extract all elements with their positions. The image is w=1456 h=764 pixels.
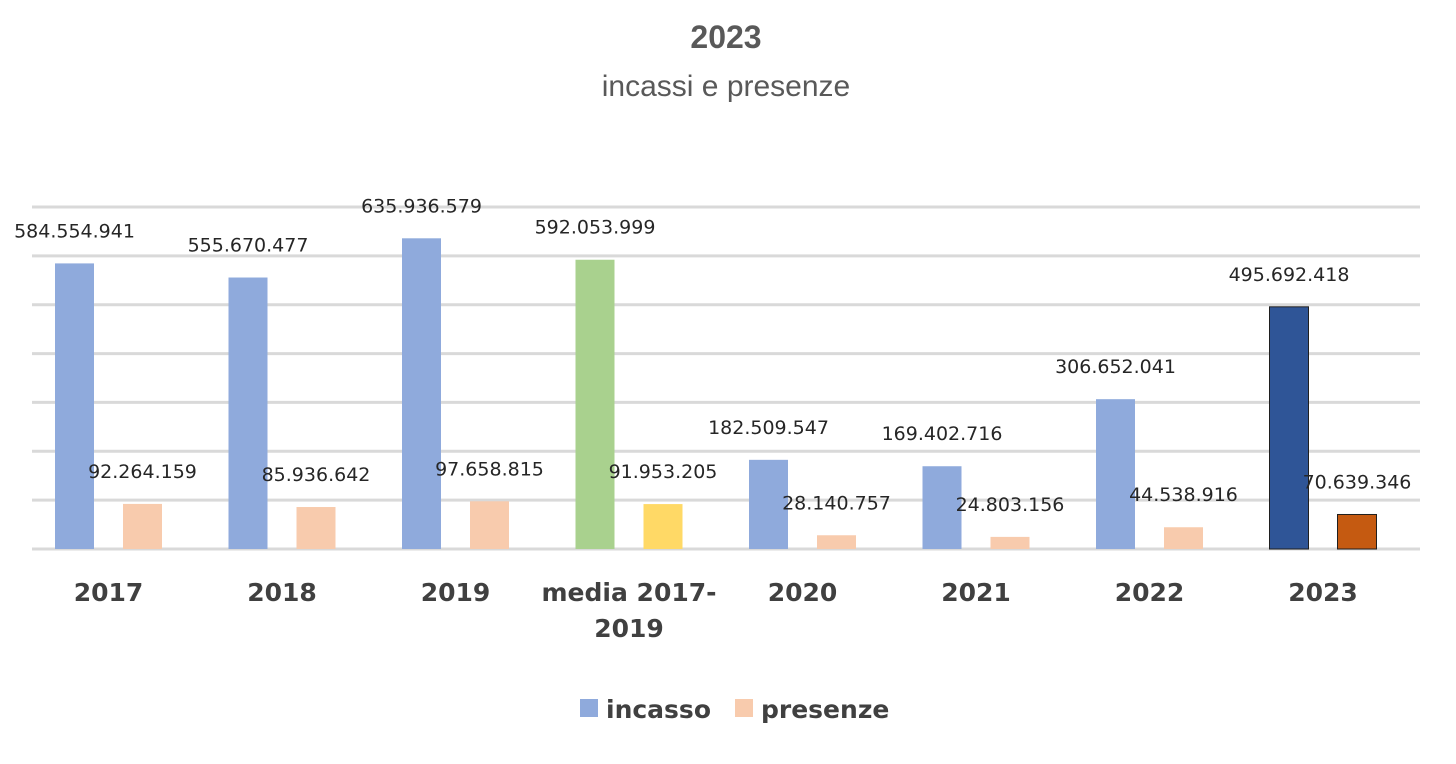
bar-presenze-5 <box>990 536 1030 549</box>
bar-incasso-6 <box>1096 399 1135 549</box>
legend: incasso presenze <box>580 695 889 724</box>
bar-presenze-2 <box>470 501 509 549</box>
data-label-incasso-2: 635.936.579 <box>361 195 482 217</box>
legend-swatch-incasso <box>580 699 598 717</box>
data-label-presenze-2: 97.658.815 <box>435 458 544 480</box>
x-tick-label-0: 2017 <box>74 578 144 607</box>
bar-incasso-5 <box>922 466 962 549</box>
bar-incasso-2 <box>402 238 441 549</box>
bar-incasso-7 <box>1269 306 1309 550</box>
bar-incasso-4 <box>749 459 788 549</box>
data-label-incasso-4: 182.509.547 <box>708 417 829 439</box>
data-label-presenze-6: 44.538.916 <box>1129 484 1238 506</box>
bar-incasso-0 <box>55 263 94 549</box>
x-tick-label-6: 2022 <box>1115 578 1185 607</box>
bar-presenze-1 <box>296 507 336 549</box>
x-tick-label-7: 2023 <box>1288 578 1358 607</box>
legend-label-presenze: presenze <box>761 695 889 724</box>
data-label-incasso-1: 555.670.477 <box>188 235 309 257</box>
bar-incasso-1 <box>228 277 268 549</box>
data-label-presenze-7: 70.639.346 <box>1303 471 1412 493</box>
bar-presenze-4 <box>817 535 856 549</box>
bar-presenze-3 <box>643 504 683 549</box>
data-label-presenze-1: 85.936.642 <box>262 464 371 486</box>
data-label-incasso-7: 495.692.418 <box>1229 264 1350 286</box>
bar-presenze-6 <box>1164 527 1203 549</box>
value-labels: 584.554.941 92.264.159 555.670.477 85.936.6… <box>14 195 1411 516</box>
data-label-incasso-5: 169.402.716 <box>882 423 1003 445</box>
bar-incasso-3 <box>575 259 615 549</box>
chart-subtitle: incassi e presenze <box>602 70 850 103</box>
x-tick-label-2: 2019 <box>421 578 491 607</box>
bar-presenze-7 <box>1337 513 1377 550</box>
legend-swatch-presenze <box>735 699 753 717</box>
data-label-presenze-5: 24.803.156 <box>956 494 1065 516</box>
data-label-presenze-4: 28.140.757 <box>782 492 891 514</box>
x-tick-label-3: media 2017-2019 <box>542 578 717 643</box>
legend-label-incasso: incasso <box>606 695 711 724</box>
x-tick-label-1: 2018 <box>247 578 317 607</box>
data-label-incasso-3: 592.053.999 <box>535 217 656 239</box>
bar-presenze-0 <box>123 503 162 549</box>
data-label-presenze-3: 91.953.205 <box>609 461 718 483</box>
chart-title: 2023 <box>690 19 761 55</box>
data-label-presenze-0: 92.264.159 <box>88 461 197 483</box>
x-tick-label-5: 2021 <box>941 578 1011 607</box>
x-axis-ticks: 2017 2018 2019 media 2017-2019 2020 2021 2022 2… <box>74 578 1358 643</box>
x-tick-label-4: 2020 <box>768 578 838 607</box>
data-label-incasso-6: 306.652.041 <box>1055 356 1176 378</box>
bars <box>55 238 1377 550</box>
data-label-incasso-0: 584.554.941 <box>14 220 135 242</box>
